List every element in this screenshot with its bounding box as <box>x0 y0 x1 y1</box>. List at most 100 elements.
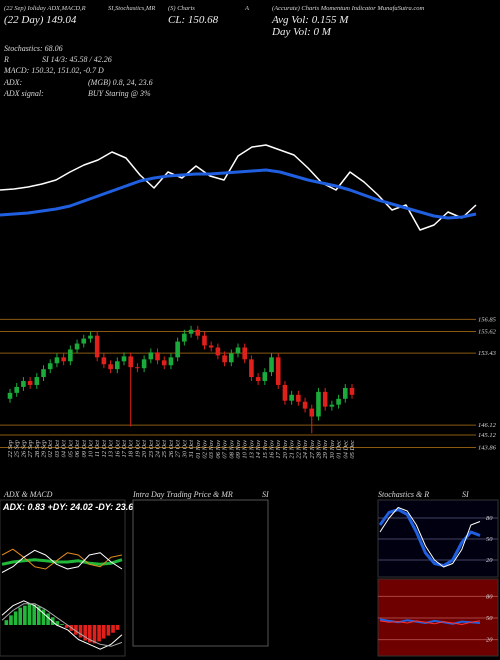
candle-body <box>208 345 214 348</box>
histogram-bar <box>97 625 101 642</box>
y-tick-label: 143.86 <box>478 444 497 451</box>
candle-body <box>88 335 93 339</box>
adx-panel <box>0 499 126 657</box>
close-price: CL: 150.68 <box>168 14 219 26</box>
rsi-text: SI 14/3: 45.58 / 42.26 <box>42 55 112 64</box>
x-tick-label: 16 Oct <box>114 440 121 458</box>
histogram-bar <box>106 625 111 636</box>
x-tick-label: 22 Nov <box>295 440 302 459</box>
line <box>0 144 477 231</box>
x-tick-label: 10 Oct <box>87 440 94 458</box>
candle-body <box>121 356 127 362</box>
y-tick-label: 80 <box>486 515 493 522</box>
histogram-bar <box>27 603 32 625</box>
x-tick-label: 23 Oct <box>148 440 155 458</box>
x-tick-label: 28 Sep <box>34 439 41 457</box>
y-tick-label: 153.43 <box>478 350 497 357</box>
histogram-bar <box>115 625 120 630</box>
rsi-text: R <box>3 55 9 64</box>
y-tick-label: 50 <box>486 615 493 622</box>
candle-body <box>101 357 107 365</box>
candle-body <box>349 387 355 395</box>
candle-body <box>342 387 348 399</box>
x-tick-label: 30 Nov <box>329 440 336 460</box>
x-tick-label: 05 Oct <box>67 440 74 458</box>
y-tick-label: 155.62 <box>478 329 497 336</box>
candle-body <box>94 335 100 358</box>
candle-body <box>182 333 187 342</box>
line <box>1 600 123 650</box>
line <box>1 603 123 647</box>
candle-body <box>21 381 26 387</box>
x-tick-label: 26 Sep <box>20 439 27 457</box>
histogram-bar <box>101 625 106 639</box>
candle-body <box>228 353 234 363</box>
y-tick-label: 20 <box>486 557 493 564</box>
panel-title: ADX & MACD <box>3 490 53 499</box>
candle-body <box>309 408 315 417</box>
adx-text: (MGB) 0.8, 24, 23.6 <box>88 78 153 87</box>
candle-body <box>27 381 33 385</box>
histogram-bar <box>4 620 9 625</box>
candle-body <box>128 356 134 368</box>
candle-body <box>269 357 274 373</box>
candle-body <box>195 329 201 336</box>
panel-title: Intra Day Trading Price & MR <box>132 490 233 499</box>
x-tick-label: 09 Oct <box>81 440 88 458</box>
candle-body <box>202 335 207 346</box>
candle-body <box>61 357 66 362</box>
x-tick-label: 27 Sep <box>27 439 34 457</box>
candle-body <box>68 349 73 362</box>
candle-body <box>235 347 241 354</box>
adx-label-bg <box>1 501 124 513</box>
header-text: (Accurate) Charts Momentum Indicator Mun… <box>272 5 424 12</box>
candle-body <box>289 394 294 401</box>
y-tick-label: 80 <box>486 593 493 600</box>
x-tick-label: 04 Dec <box>342 440 349 459</box>
histogram-bar <box>83 625 88 641</box>
candle-body <box>262 372 268 382</box>
header-text: A <box>244 5 249 12</box>
line <box>379 620 481 625</box>
x-tick-label: 14 Nov <box>255 440 262 459</box>
candle-body <box>54 357 60 364</box>
x-tick-label: 01 Nov <box>195 440 202 459</box>
candle-body <box>275 357 281 385</box>
histogram-bar <box>9 615 13 625</box>
histogram-bar <box>36 606 41 625</box>
adx-signal: BUY Staring @ 3% <box>88 89 151 98</box>
x-tick-label: 26 Oct <box>168 440 175 458</box>
x-tick-label: 29 Nov <box>322 440 329 459</box>
candle-body <box>74 343 80 350</box>
y-tick-label: 146.12 <box>478 422 497 429</box>
histogram-bar <box>46 613 50 625</box>
x-tick-label: 19 Oct <box>134 440 141 458</box>
line <box>0 168 477 220</box>
histogram-bar <box>78 625 83 638</box>
histogram-bar <box>32 604 36 625</box>
candle-body <box>81 338 87 344</box>
candle-body <box>302 401 308 409</box>
x-tick-label: 27 Nov <box>309 440 316 459</box>
x-tick-label: 17 Oct <box>121 440 128 458</box>
candle-body <box>41 369 46 378</box>
x-tick-label: 03 Oct <box>54 440 61 458</box>
x-tick-label: 15 Nov <box>262 440 269 459</box>
candle-body <box>282 384 288 401</box>
line <box>1 548 123 570</box>
x-tick-label: 31 Oct <box>188 440 195 459</box>
histogram-bar <box>64 625 69 628</box>
y-tick-label: 20 <box>486 637 493 644</box>
x-tick-label: 05 Dec <box>349 440 356 459</box>
histogram-bar <box>92 625 97 644</box>
adx-label: ADX: 0.83 +DY: 24.02 -DY: 23.62 <box>2 502 138 512</box>
x-tick-label: 06 Oct <box>74 440 81 458</box>
x-tick-label: 13 Nov <box>248 440 255 459</box>
day-price: (22 Day) 149.04 <box>4 14 77 26</box>
candle-body <box>108 364 113 370</box>
x-tick-label: 28 Nov <box>315 440 322 459</box>
histogram-bar <box>74 625 78 635</box>
candle-body <box>188 329 194 334</box>
day-volume: Day Vol: 0 M <box>271 26 332 38</box>
